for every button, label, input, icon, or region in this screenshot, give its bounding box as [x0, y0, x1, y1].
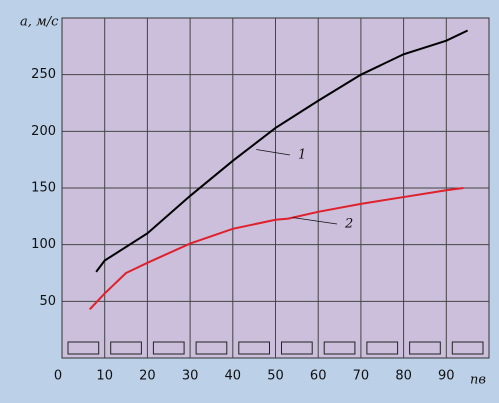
decor-box	[238, 341, 271, 355]
y-tick-label: 250	[31, 67, 56, 82]
x-tick-label: 60	[310, 369, 327, 384]
decor-box	[67, 341, 100, 355]
x-tick-label: 70	[353, 369, 370, 384]
x-axis-label: nв	[470, 373, 486, 388]
y-tick-label: 100	[31, 237, 56, 252]
decor-box	[323, 341, 356, 355]
series-label: 2	[344, 217, 353, 232]
x-tick-label: 0	[54, 369, 62, 384]
line-series	[89, 187, 464, 310]
x-tick-label: 80	[395, 369, 412, 384]
decor-box	[110, 341, 142, 355]
decor-box	[451, 341, 484, 355]
y-tick-label: 150	[31, 181, 56, 196]
decor-box	[366, 341, 399, 355]
decor-box	[281, 341, 313, 355]
leader-line	[256, 149, 291, 156]
series-label: 1	[298, 148, 306, 163]
x-tick-label: 10	[96, 369, 113, 384]
x-tick-label: 90	[438, 369, 455, 384]
y-tick-label: 50	[39, 294, 56, 309]
leader-line	[292, 217, 338, 225]
decor-box	[195, 341, 228, 355]
line-series	[95, 29, 469, 273]
decor-box	[152, 341, 185, 355]
y-axis-label: a, м/с	[20, 15, 59, 30]
x-tick-label: 40	[225, 369, 242, 384]
x-tick-label: 20	[139, 369, 156, 384]
x-tick-label: 30	[182, 369, 199, 384]
x-tick-label: 50	[267, 369, 284, 384]
y-tick-label: 200	[31, 124, 56, 139]
decor-box	[409, 341, 441, 355]
